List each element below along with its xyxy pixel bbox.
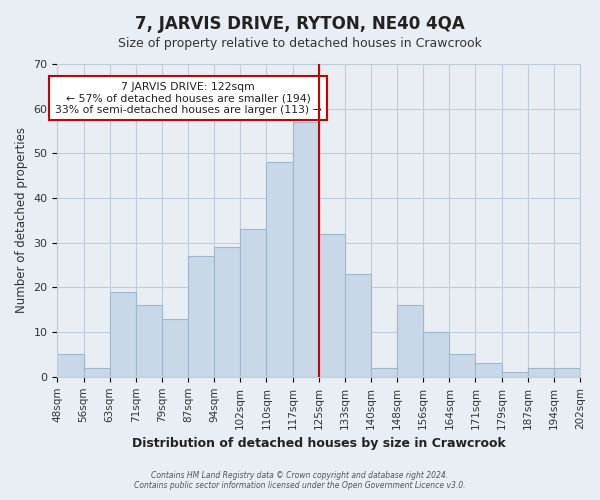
Bar [397,306,423,377]
Bar [554,368,580,377]
Bar [136,306,162,377]
Bar [188,256,214,377]
Bar [110,292,136,377]
Text: Contains HM Land Registry data © Crown copyright and database right 2024.
Contai: Contains HM Land Registry data © Crown c… [134,470,466,490]
Bar [475,364,502,377]
Bar [241,230,266,377]
X-axis label: Distribution of detached houses by size in Crawcrook: Distribution of detached houses by size … [132,437,506,450]
Bar [58,354,83,377]
Text: 7 JARVIS DRIVE: 122sqm
← 57% of detached houses are smaller (194)
33% of semi-de: 7 JARVIS DRIVE: 122sqm ← 57% of detached… [55,82,322,115]
Text: Size of property relative to detached houses in Crawcrook: Size of property relative to detached ho… [118,38,482,51]
Bar [293,122,319,377]
Bar [83,368,110,377]
Text: 7, JARVIS DRIVE, RYTON, NE40 4QA: 7, JARVIS DRIVE, RYTON, NE40 4QA [135,15,465,33]
Bar [214,247,241,377]
Bar [502,372,528,377]
Bar [319,234,345,377]
Bar [423,332,449,377]
Bar [449,354,475,377]
Y-axis label: Number of detached properties: Number of detached properties [15,128,28,314]
Bar [371,368,397,377]
Bar [345,274,371,377]
Bar [266,162,293,377]
Bar [528,368,554,377]
Bar [162,318,188,377]
